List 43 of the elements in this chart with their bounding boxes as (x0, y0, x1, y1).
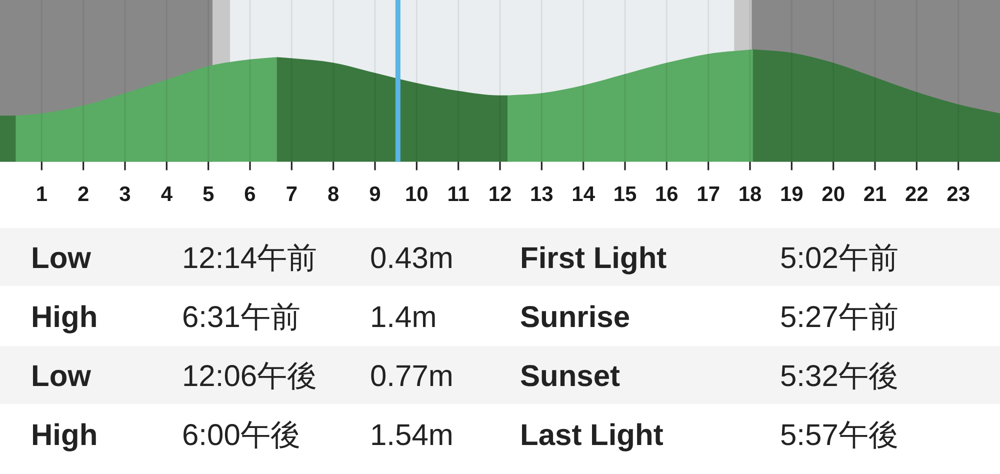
text: 6:31午前 (182, 300, 300, 334)
text: Sunrise (520, 300, 630, 334)
text: 5:02午前 (780, 242, 898, 275)
x-tick-label: 11 (447, 183, 470, 206)
text: Sunset (520, 360, 620, 393)
text: 0.77m (370, 360, 454, 393)
text: High (31, 300, 98, 334)
x-tick-label: 3 (119, 183, 131, 206)
x-tick-label: 23 (946, 183, 970, 206)
text: 12:06午後 (182, 360, 318, 393)
x-tick-label: 7 (286, 183, 298, 206)
x-tick-label: 1 (36, 183, 48, 206)
text: 0.43m (370, 242, 454, 275)
text: 5:32午後 (780, 360, 898, 393)
text: 1.4m (370, 300, 437, 334)
x-tick-label: 20 (822, 183, 846, 206)
x-tick-label: 10 (404, 183, 428, 206)
x-tick-label: 5 (202, 183, 214, 206)
x-tick-label: 18 (738, 183, 762, 206)
text: 5:57午後 (780, 418, 898, 452)
x-tick-label: 16 (654, 183, 678, 206)
x-tick-label: 9 (369, 183, 381, 206)
text: 6:00午後 (182, 418, 300, 452)
x-tick-label: 19 (780, 183, 804, 206)
x-tick-label: 12 (488, 183, 512, 206)
x-tick-label: 21 (863, 183, 887, 206)
text: Low (31, 360, 92, 393)
x-tick-label: 22 (904, 183, 928, 206)
x-tick-label: 15 (613, 183, 637, 206)
text: First Light (520, 242, 667, 275)
text: High (31, 418, 98, 452)
text: 5:27午前 (780, 300, 898, 334)
text: 1.54m (370, 418, 454, 452)
text: Last Light (520, 418, 664, 452)
x-tick-label: 17 (696, 183, 720, 206)
x-tick-label: 14 (572, 183, 596, 206)
x-tick-label: 4 (160, 183, 173, 206)
x-tick-label: 13 (530, 183, 554, 206)
text: 12:14午前 (182, 242, 318, 275)
x-tick-label: 6 (244, 183, 256, 206)
x-tick-label: 8 (327, 183, 340, 206)
x-tick-label: 2 (77, 183, 90, 206)
text: Low (31, 242, 92, 275)
